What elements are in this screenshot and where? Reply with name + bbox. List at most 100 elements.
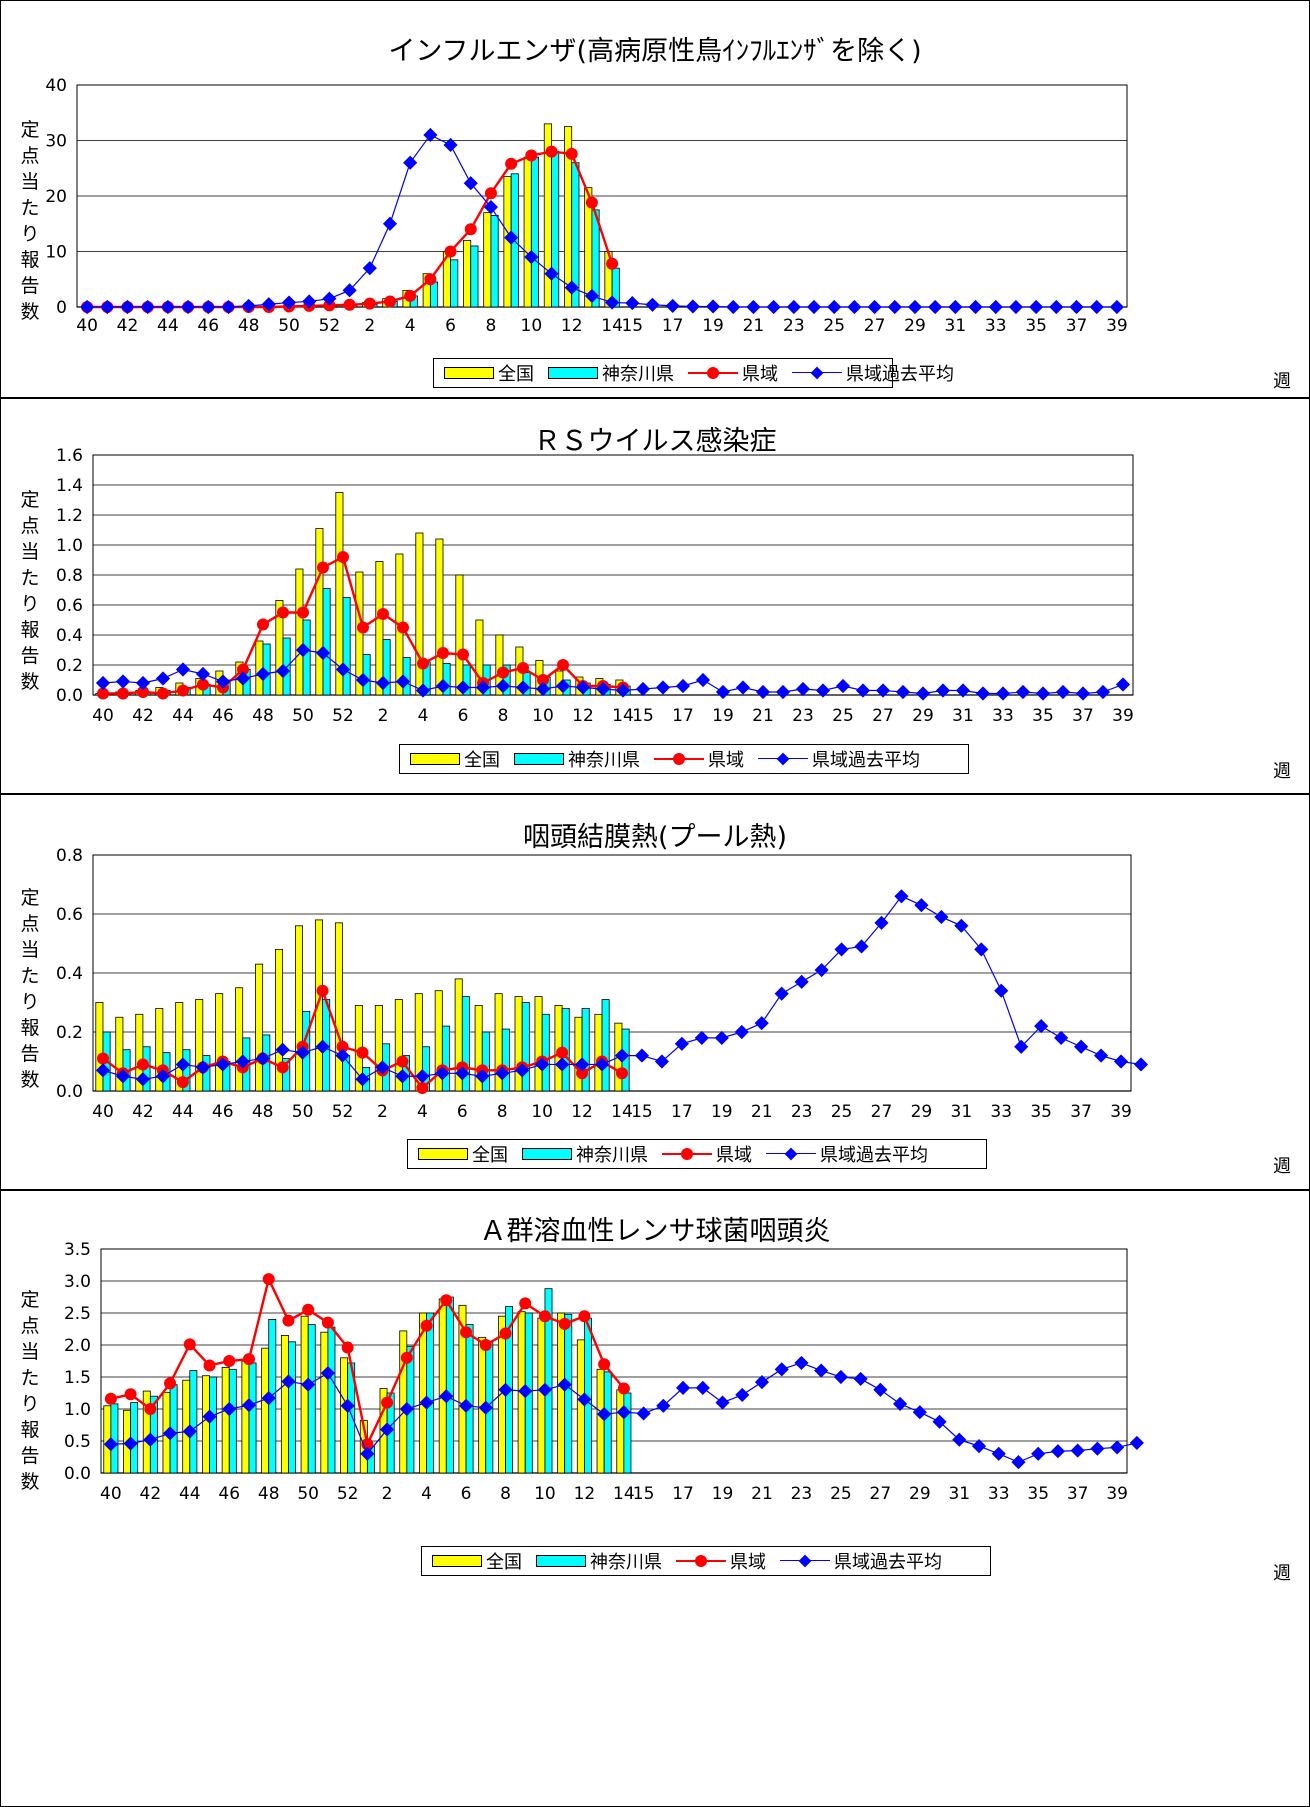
y-axis-label-char: り bbox=[19, 221, 41, 247]
diamond-marker-icon bbox=[777, 753, 790, 766]
data-point bbox=[775, 1362, 789, 1376]
data-point bbox=[908, 300, 922, 314]
data-point bbox=[396, 1056, 408, 1068]
chart-plot: 0.00.20.40.60.840 42 44 46 48 50 52 2 4 6 8 10 12 141… bbox=[1, 795, 1310, 1190]
data-point bbox=[519, 1297, 531, 1309]
data-point bbox=[636, 682, 650, 696]
data-point bbox=[696, 673, 710, 687]
legend-swatch bbox=[432, 1555, 482, 1567]
bar bbox=[524, 157, 531, 307]
data-point bbox=[404, 290, 416, 302]
legend-label: 県域 bbox=[742, 360, 778, 386]
data-point bbox=[440, 1294, 452, 1306]
x-tick-label: 40 bbox=[76, 316, 98, 336]
x-tick-label: 15 bbox=[633, 1484, 655, 1504]
legend-swatch bbox=[548, 367, 598, 379]
legend-item: 県域過去平均 bbox=[758, 746, 920, 772]
data-point bbox=[1036, 686, 1050, 700]
x-tick-label: 2 bbox=[364, 316, 375, 336]
bar bbox=[376, 562, 383, 696]
bar bbox=[463, 240, 470, 307]
data-point bbox=[1031, 1447, 1045, 1461]
bar bbox=[502, 1029, 509, 1091]
data-point bbox=[1069, 300, 1083, 314]
x-tick-label: 17 bbox=[672, 1484, 694, 1504]
y-axis-label-char: 報 bbox=[19, 1417, 41, 1443]
data-point bbox=[1054, 1031, 1068, 1045]
x-tick-label: 33 bbox=[988, 1484, 1010, 1504]
data-point bbox=[746, 300, 760, 314]
data-point bbox=[578, 1310, 590, 1322]
data-point bbox=[421, 1320, 433, 1332]
bar bbox=[295, 926, 302, 1091]
data-point bbox=[505, 158, 517, 170]
data-point bbox=[666, 299, 680, 313]
y-tick-label: 0.0 bbox=[56, 686, 83, 706]
data-point bbox=[1056, 685, 1070, 699]
data-point bbox=[384, 295, 396, 307]
x-tick-label: 14 bbox=[612, 706, 634, 726]
legend-item: 県域過去平均 bbox=[766, 1141, 928, 1167]
data-point bbox=[827, 300, 841, 314]
bar bbox=[375, 1005, 382, 1091]
x-tick-label: 12 bbox=[574, 1484, 596, 1504]
data-point bbox=[116, 674, 130, 688]
bar bbox=[288, 1342, 295, 1473]
y-tick-label: 0.0 bbox=[64, 1464, 91, 1484]
x-tick-label: 6 bbox=[445, 316, 456, 336]
legend-swatch bbox=[444, 367, 494, 379]
legend-label: 全国 bbox=[464, 746, 500, 772]
x-tick-label: 14 bbox=[601, 316, 623, 336]
chart-panel-rs-virus: 0.0 0.2 0.4 0.6 0.8 1.0 1.2 1.4 1.6 40 42 44 46 48 50 5… bbox=[0, 398, 1310, 794]
y-axis-label-char: 数 bbox=[19, 299, 41, 325]
data-point bbox=[586, 197, 598, 209]
y-tick-label: 10 bbox=[45, 243, 67, 263]
y-axis-label-char: 定 bbox=[19, 487, 41, 513]
data-point bbox=[706, 299, 720, 313]
bar bbox=[190, 1371, 197, 1473]
legend-label: 神奈川県 bbox=[590, 1548, 662, 1574]
y-axis-label: 定点当たり報告数 bbox=[19, 117, 41, 325]
x-tick-label: 29 bbox=[909, 1484, 931, 1504]
x-tick-label: 19 bbox=[711, 1102, 733, 1122]
legend-label: 全国 bbox=[498, 360, 534, 386]
x-tick-label: 21 bbox=[751, 1484, 773, 1504]
bar bbox=[577, 1340, 584, 1473]
chart-title: Ａ群溶血性レンサ球菌咽頭炎 bbox=[1, 1209, 1309, 1248]
bar bbox=[604, 1372, 611, 1473]
x-tick-label: 31 bbox=[945, 316, 967, 336]
legend: 全国 神奈川県 県域 県域過去平均 bbox=[433, 358, 893, 388]
data-point bbox=[976, 686, 990, 700]
x-tick-label: 48 bbox=[252, 1102, 274, 1122]
legend-swatch bbox=[536, 1555, 586, 1567]
data-point bbox=[1076, 686, 1090, 700]
data-point bbox=[606, 258, 618, 270]
data-point bbox=[164, 1377, 176, 1389]
data-point bbox=[847, 300, 861, 314]
chart-panel-influenza: 0 10 20 30 40 40 42 44 46 48 50 52 2 4 6 8 10 12 14 15 17 19 2… bbox=[0, 0, 1310, 398]
bar bbox=[602, 1000, 609, 1091]
legend-swatch bbox=[410, 753, 460, 765]
x-tick-label: 35 bbox=[1032, 706, 1054, 726]
data-point bbox=[125, 1388, 137, 1400]
bar bbox=[303, 620, 310, 695]
bar bbox=[624, 1393, 631, 1473]
data-point bbox=[1071, 1444, 1085, 1458]
legend-label: 県域過去平均 bbox=[812, 746, 920, 772]
x-tick-label: 27 bbox=[864, 316, 886, 336]
data-point bbox=[726, 300, 740, 314]
data-point bbox=[836, 679, 850, 693]
legend-line-swatch bbox=[676, 1554, 726, 1568]
bar bbox=[565, 1314, 572, 1473]
data-point bbox=[914, 898, 928, 912]
x-tick-label: 23 bbox=[791, 1484, 813, 1504]
legend: 全国 神奈川県 県域 県域過去平均 bbox=[399, 744, 969, 774]
bar bbox=[436, 539, 443, 695]
x-tick-label: 39 bbox=[1110, 1102, 1132, 1122]
x-tick-label: 14 bbox=[611, 1102, 633, 1122]
x-tick-label: 4 bbox=[417, 1102, 428, 1122]
x-tick-label: 33 bbox=[985, 316, 1007, 336]
x-tick-label: 50 bbox=[278, 316, 300, 336]
data-point bbox=[356, 1047, 368, 1059]
bar bbox=[456, 575, 463, 695]
